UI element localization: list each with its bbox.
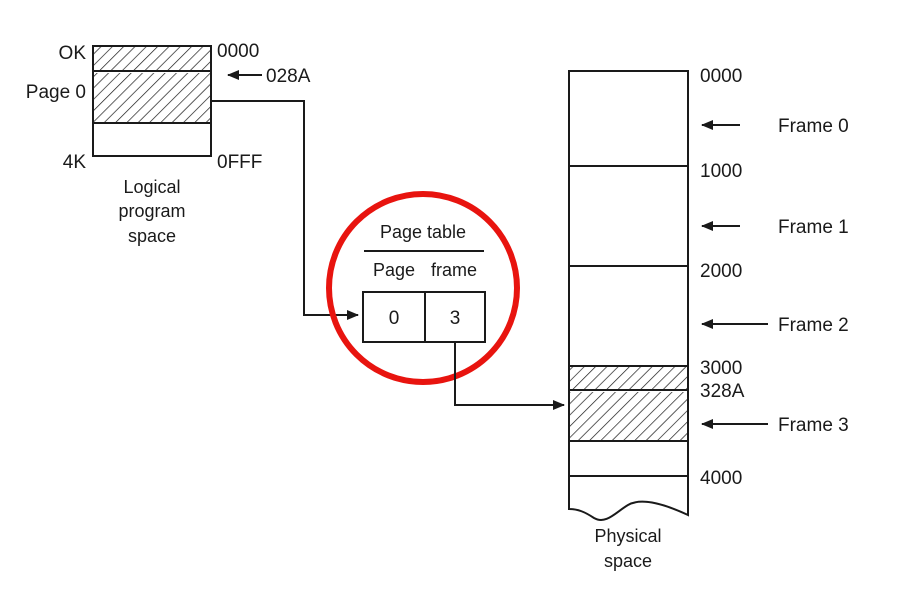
physical-caption-line1: Physical [594,526,661,546]
physical-addr-328A: 328A [700,381,745,402]
page-table-highlight-circle [326,191,520,385]
physical-hatched-page [570,392,687,440]
page-table: Page table Page frame 0 3 [326,191,520,385]
physical-addr-2000: 2000 [700,261,742,282]
table-to-physical-connector [454,342,565,410]
logical-hatched-top [94,47,210,70]
physical-space: 0000 1000 2000 3000 328A 4000 Frame 0 Fr… [568,66,849,571]
logical-caption-line1: Logical [123,177,180,197]
physical-addr-0000: 0000 [700,66,742,87]
frame1-label: Frame 1 [778,217,849,238]
logical-addr-start: 0000 [217,41,259,62]
logical-addr-end: 0FFF [217,152,262,173]
page-table-col-page: Page [373,260,415,280]
physical-memory-outline [568,70,689,521]
logical-addr-pointer: 028A [266,66,311,87]
physical-caption-line2: space [604,551,652,571]
page-table-page-value: 0 [389,308,400,329]
page-table-col-frame: frame [431,260,477,280]
logical-top-label: OK [59,43,87,64]
physical-addr-3000: 3000 [700,358,742,379]
logical-page-label: Page 0 [26,82,86,103]
physical-addr-4000: 4000 [700,468,742,489]
logical-program-space: OK Page 0 4K 0000 028A 0FFF Logical prog… [26,41,311,246]
logical-hatched-page [94,73,210,122]
logical-caption-line2: program [118,201,185,221]
physical-addr-1000: 1000 [700,161,742,182]
frame2-label: Frame 2 [778,315,849,336]
logical-caption-line3: space [128,226,176,246]
physical-hatched-top [570,367,687,389]
logical-bottom-label: 4K [63,152,87,173]
page-table-frame-value: 3 [450,308,461,329]
page-table-title: Page table [380,222,466,242]
frame0-label: Frame 0 [778,116,849,137]
logical-to-table-connector [211,100,359,320]
frame3-label: Frame 3 [778,415,849,436]
